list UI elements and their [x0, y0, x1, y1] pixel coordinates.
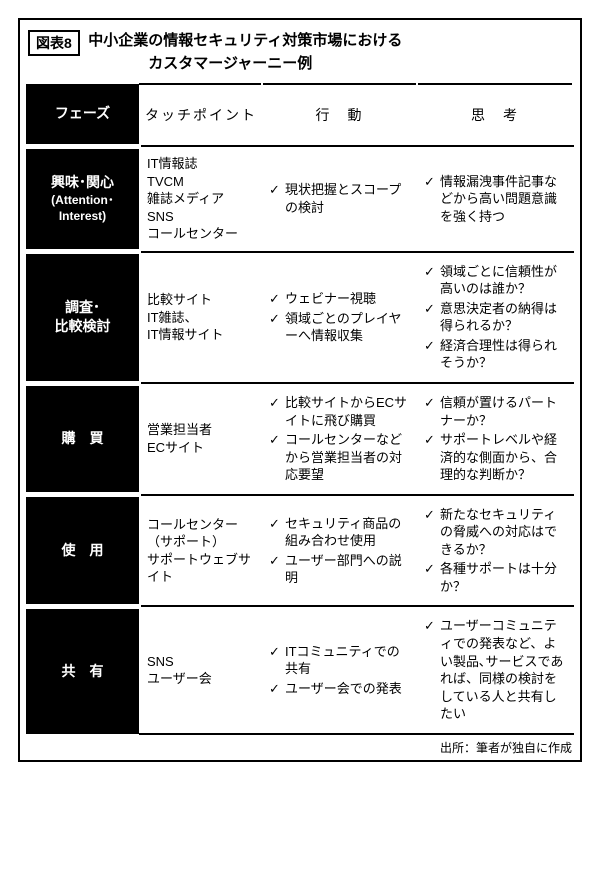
touchpoints-cell: IT情報誌 TVCM 雑誌メディア SNS コールセンター — [140, 146, 262, 252]
actions-list: ウェビナー視聴領域ごとのプレイヤーへ情報収集 — [269, 290, 412, 345]
actions-list: セキュリティ商品の組み合わせ使用ユーザー部門への説明 — [269, 515, 412, 587]
action-item: 領域ごとのプレイヤーへ情報収集 — [269, 310, 412, 345]
phase-cell: 共 有 — [26, 606, 140, 733]
thoughts-cell: ユーザーコミュニティでの発表など、よい製品､サービスであれば、同様の検討をしてい… — [417, 606, 573, 733]
actions-cell: ITコミュニティでの共有ユーザー会での発表 — [262, 606, 417, 733]
phase-label: 興味･関心 — [51, 174, 114, 190]
actions-list: ITコミュニティでの共有ユーザー会での発表 — [269, 643, 412, 698]
actions-cell: 比較サイトからECサイトに飛び購買コールセンターなどから営業担当者の対応要望 — [262, 383, 417, 495]
action-item: ユーザー会での発表 — [269, 680, 412, 698]
phase-label: 共 有 — [62, 663, 104, 679]
actions-cell: セキュリティ商品の組み合わせ使用ユーザー部門への説明 — [262, 495, 417, 607]
phase-cell: 使 用 — [26, 495, 140, 607]
action-item: 現状把握とスコープの検討 — [269, 181, 412, 216]
col-header-touch: タッチポイント — [140, 84, 262, 146]
thoughts-cell: 情報漏洩事件記事などから高い問題意識を強く持つ — [417, 146, 573, 252]
figure-title-block: 図表8 中小企業の情報セキュリティ対策市場における カスタマージャーニー例 — [26, 28, 574, 83]
thought-item: ユーザーコミュニティでの発表など、よい製品､サービスであれば、同様の検討をしてい… — [424, 617, 568, 722]
phase-cell: 興味･関心 (Attention･ Interest) — [26, 146, 140, 252]
thoughts-list: ユーザーコミュニティでの発表など、よい製品､サービスであれば、同様の検討をしてい… — [424, 617, 568, 722]
touchpoints-list: 比較サイト IT雑誌、 IT情報サイト — [147, 291, 257, 344]
col-header-action: 行 動 — [262, 84, 417, 146]
action-item: ユーザー部門への説明 — [269, 552, 412, 587]
action-item: ITコミュニティでの共有 — [269, 643, 412, 678]
touchpoints-cell: 営業担当者 ECサイト — [140, 383, 262, 495]
figure-title: 中小企業の情報セキュリティ対策市場における カスタマージャーニー例 — [88, 30, 402, 75]
touchpoints-cell: SNS ユーザー会 — [140, 606, 262, 733]
thought-item: 経済合理性は得られそうか？ — [424, 337, 568, 372]
action-item: コールセンターなどから営業担当者の対応要望 — [269, 431, 412, 484]
thought-item: 新たなセキュリティの脅威への対応はできるか？ — [424, 506, 568, 559]
col-header-think: 思 考 — [417, 84, 573, 146]
phase-cell: 購 買 — [26, 383, 140, 495]
table-header-row: フェーズ タッチポイント 行 動 思 考 — [26, 84, 573, 146]
touchpoints-list: IT情報誌 TVCM 雑誌メディア SNS コールセンター — [147, 155, 257, 243]
phase-label: 購 買 — [62, 430, 104, 446]
thought-item: 領域ごとに信頼性が高いのは誰か？ — [424, 263, 568, 298]
action-item: セキュリティ商品の組み合わせ使用 — [269, 515, 412, 550]
touchpoints-list: SNS ユーザー会 — [147, 653, 257, 688]
actions-cell: 現状把握とスコープの検討 — [262, 146, 417, 252]
action-item: ウェビナー視聴 — [269, 290, 412, 308]
thoughts-cell: 新たなセキュリティの脅威への対応はできるか？各種サポートは十分か？ — [417, 495, 573, 607]
table-row: 調査･ 比較検討 比較サイト IT雑誌、 IT情報サイトウェビナー視聴領域ごとのプ… — [26, 252, 573, 383]
thoughts-cell: 信頼が置けるパートナーか？サポートレベルや経済的な側面から、合理的な判断か？ — [417, 383, 573, 495]
figure-title-line2: カスタマージャーニー例 — [148, 53, 402, 76]
phase-cell: 調査･ 比較検討 — [26, 252, 140, 383]
thoughts-list: 情報漏洩事件記事などから高い問題意識を強く持つ — [424, 173, 568, 226]
phase-label: 使 用 — [62, 542, 104, 558]
touchpoints-cell: コールセンター（サポート） サポートウェブサイト — [140, 495, 262, 607]
phase-sublabel: (Attention･ Interest) — [30, 192, 135, 224]
table-row: 購 買 営業担当者 ECサイト比較サイトからECサイトに飛び購買コールセンターなど… — [26, 383, 573, 495]
thoughts-list: 新たなセキュリティの脅威への対応はできるか？各種サポートは十分か？ — [424, 506, 568, 596]
col-header-phase: フェーズ — [26, 84, 140, 146]
actions-list: 比較サイトからECサイトに飛び購買コールセンターなどから営業担当者の対応要望 — [269, 394, 412, 484]
source-note: 出所：筆者が独自に作成 — [26, 735, 574, 756]
thoughts-list: 信頼が置けるパートナーか？サポートレベルや経済的な側面から、合理的な判断か？ — [424, 394, 568, 484]
figure-title-line1: 中小企業の情報セキュリティ対策市場における — [88, 32, 402, 49]
customer-journey-table: フェーズ タッチポイント 行 動 思 考 興味･関心 (Attention･ In… — [26, 83, 574, 735]
thought-item: 情報漏洩事件記事などから高い問題意識を強く持つ — [424, 173, 568, 226]
thought-item: 意思決定者の納得は得られるか？ — [424, 300, 568, 335]
phase-label: 調査･ 比較検討 — [55, 299, 111, 334]
figure-tag: 図表8 — [28, 30, 80, 56]
touchpoints-list: コールセンター（サポート） サポートウェブサイト — [147, 516, 257, 586]
figure-container: 図表8 中小企業の情報セキュリティ対策市場における カスタマージャーニー例 フェ… — [18, 18, 582, 762]
thought-item: 信頼が置けるパートナーか？ — [424, 394, 568, 429]
thoughts-list: 領域ごとに信頼性が高いのは誰か？意思決定者の納得は得られるか？経済合理性は得られ… — [424, 263, 568, 372]
table-row: 使 用 コールセンター（サポート） サポートウェブサイトセキュリティ商品の組み合わ… — [26, 495, 573, 607]
thought-item: サポートレベルや経済的な側面から、合理的な判断か？ — [424, 431, 568, 484]
actions-list: 現状把握とスコープの検討 — [269, 181, 412, 216]
thoughts-cell: 領域ごとに信頼性が高いのは誰か？意思決定者の納得は得られるか？経済合理性は得られ… — [417, 252, 573, 383]
touchpoints-list: 営業担当者 ECサイト — [147, 421, 257, 456]
actions-cell: ウェビナー視聴領域ごとのプレイヤーへ情報収集 — [262, 252, 417, 383]
touchpoints-cell: 比較サイト IT雑誌、 IT情報サイト — [140, 252, 262, 383]
table-row: 興味･関心 (Attention･ Interest) IT情報誌 TVCM 雑誌メ… — [26, 146, 573, 252]
action-item: 比較サイトからECサイトに飛び購買 — [269, 394, 412, 429]
table-row: 共 有 SNS ユーザー会 ITコミュニティでの共有ユーザー会での発表ユーザーコミュ… — [26, 606, 573, 733]
thought-item: 各種サポートは十分か？ — [424, 560, 568, 595]
